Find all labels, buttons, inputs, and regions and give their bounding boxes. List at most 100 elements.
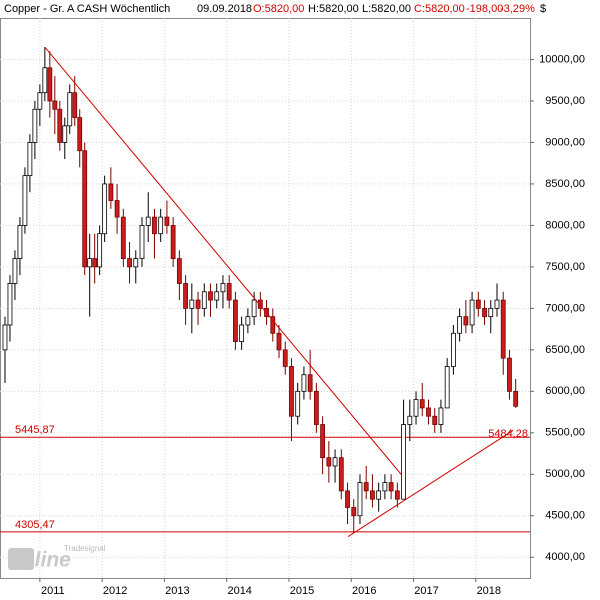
y-tick-label: 8500,00 <box>545 178 585 190</box>
candle-body <box>270 316 276 334</box>
level-label: 5445,87 <box>15 424 55 436</box>
candle-body <box>226 283 232 301</box>
candle-body <box>444 366 450 409</box>
y-tick-label: 5500,00 <box>545 427 585 439</box>
candle-body <box>47 67 53 102</box>
candle-body <box>152 216 157 235</box>
candle-body <box>27 142 33 177</box>
watermark-badge <box>8 548 34 570</box>
quote-change: -198,00 <box>466 3 503 15</box>
candle-body <box>214 291 220 301</box>
x-tick-label: 2018 <box>477 585 501 597</box>
candle-body <box>401 424 406 500</box>
candle-body <box>42 67 48 94</box>
candle-body <box>133 258 139 268</box>
candle-body <box>108 183 114 201</box>
candle-body <box>313 390 319 425</box>
candle-body <box>432 415 438 425</box>
trendline <box>347 429 514 537</box>
y-tick-label: 7500,00 <box>545 261 585 273</box>
candle-body <box>239 324 245 342</box>
candle-body <box>201 291 207 309</box>
candle-body <box>388 482 394 492</box>
y-tick-label: 4000,00 <box>545 551 585 563</box>
candle-body <box>338 457 344 492</box>
candle-body <box>220 283 226 293</box>
x-tick-label: 2017 <box>414 585 438 597</box>
y-tick-label: 10000,00 <box>539 53 585 65</box>
candle-body <box>494 299 500 309</box>
y-tick-label: 4500,00 <box>545 510 585 522</box>
candle-body <box>62 125 68 143</box>
y-tick-label: 8000,00 <box>545 219 585 231</box>
candle-body <box>164 216 170 226</box>
candle-body <box>301 374 307 392</box>
candle-body <box>77 117 83 152</box>
candle-body <box>438 407 444 425</box>
y-tick-label: 9000,00 <box>545 136 585 148</box>
candle-body <box>57 108 63 143</box>
y-tick-label: 6500,00 <box>545 344 585 356</box>
candle-body <box>500 299 506 359</box>
candle-body <box>67 92 73 127</box>
candle-body <box>183 283 188 309</box>
candle-body <box>189 299 195 309</box>
candle-body <box>145 216 151 226</box>
candle-body <box>82 150 88 268</box>
candle-body <box>457 316 463 334</box>
candle-body <box>363 482 369 492</box>
watermark-vendor: Tradesignal <box>64 544 106 553</box>
candle-body <box>382 482 388 492</box>
candle-body <box>170 225 176 259</box>
y-tick-label: 6000,00 <box>545 385 585 397</box>
candle-body <box>12 258 18 284</box>
level-label: 4305,47 <box>15 519 55 531</box>
candle-body <box>326 457 332 467</box>
x-tick-label: 2014 <box>227 585 251 597</box>
header: Copper - Gr. A CASH Wöchentlich 09.09.20… <box>4 3 546 15</box>
quote-change-pct: -3,29% <box>500 3 535 15</box>
candle-body <box>332 457 338 467</box>
candle-body <box>469 299 475 326</box>
candle-body <box>257 299 263 309</box>
marks <box>0 46 530 537</box>
candle-body <box>32 108 38 143</box>
candle-body <box>488 307 494 318</box>
candle-body <box>507 357 512 392</box>
x-tick-label: 2011 <box>41 585 65 597</box>
candle-body <box>120 216 126 259</box>
candle-body <box>92 258 98 268</box>
candle-body <box>37 92 43 110</box>
candle-body <box>513 390 519 407</box>
candle-body <box>22 175 28 226</box>
y-tick-label: 7000,00 <box>545 302 585 314</box>
y-tick-label: 9500,00 <box>545 95 585 107</box>
x-tick-label: 2012 <box>103 585 127 597</box>
candle-body <box>72 92 78 118</box>
candle-body <box>307 374 313 392</box>
candle-body <box>102 183 108 235</box>
unit: $ <box>540 3 546 15</box>
candle-body <box>251 299 257 318</box>
candle-body <box>87 258 93 268</box>
watermark: online Tradesignal <box>8 544 106 572</box>
grid <box>0 18 530 578</box>
candle-body <box>320 424 326 459</box>
quote-close: C:5820,00 <box>414 3 465 15</box>
candle-body <box>17 225 23 259</box>
candle-body <box>276 332 282 351</box>
candle-body <box>2 324 8 351</box>
candle-body <box>114 200 120 218</box>
candle-body <box>345 490 350 508</box>
date: 09.09.2018 <box>197 3 252 15</box>
candle-body <box>195 299 201 309</box>
x-tick-label: 2016 <box>352 585 376 597</box>
candle-body <box>482 307 487 318</box>
candle-body <box>413 399 419 417</box>
trendline-label: 5484,28 <box>488 428 528 440</box>
candle-body <box>208 291 213 301</box>
quote-open: O:5820,00 <box>253 3 304 15</box>
candle-body <box>245 316 251 326</box>
